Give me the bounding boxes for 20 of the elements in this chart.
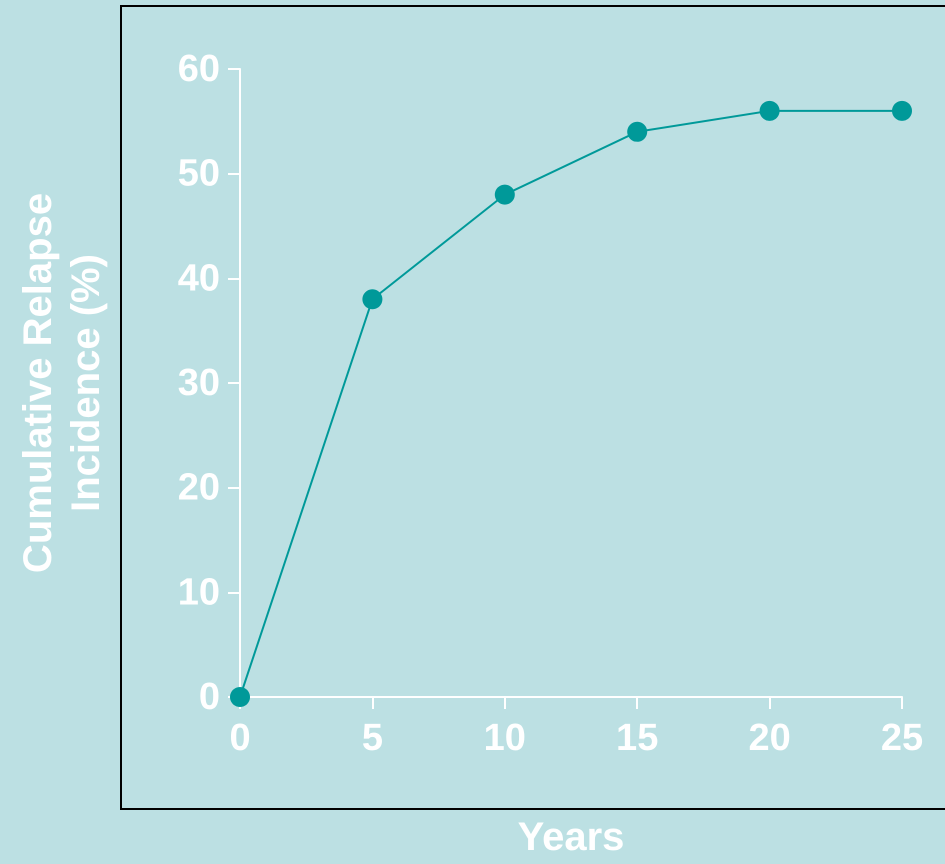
y-tick-label: 10	[178, 571, 220, 614]
point	[627, 122, 648, 142]
point	[494, 184, 515, 205]
y-tick-label: 40	[178, 257, 220, 300]
y-tick-label: 50	[178, 152, 220, 195]
x-axis-title: Years	[518, 815, 624, 859]
y-tick-label: 30	[178, 362, 220, 404]
y-axis-title: Cumulative Relapse Incidence (%)	[16, 192, 108, 574]
x-tick-label: 5	[362, 717, 383, 759]
x-tick-label: 0	[229, 717, 251, 759]
point	[892, 100, 912, 121]
x-tick-label: 10	[484, 717, 526, 759]
point	[362, 289, 382, 310]
y-tick-label: 0	[198, 676, 220, 718]
y-tick-label: 60	[178, 48, 220, 90]
point	[760, 100, 780, 121]
y-tick-label: 20	[178, 466, 220, 509]
x-tick-label: 15	[616, 717, 658, 759]
x-tick-label: 20	[748, 717, 791, 759]
x-tick-label: 25	[880, 717, 924, 759]
